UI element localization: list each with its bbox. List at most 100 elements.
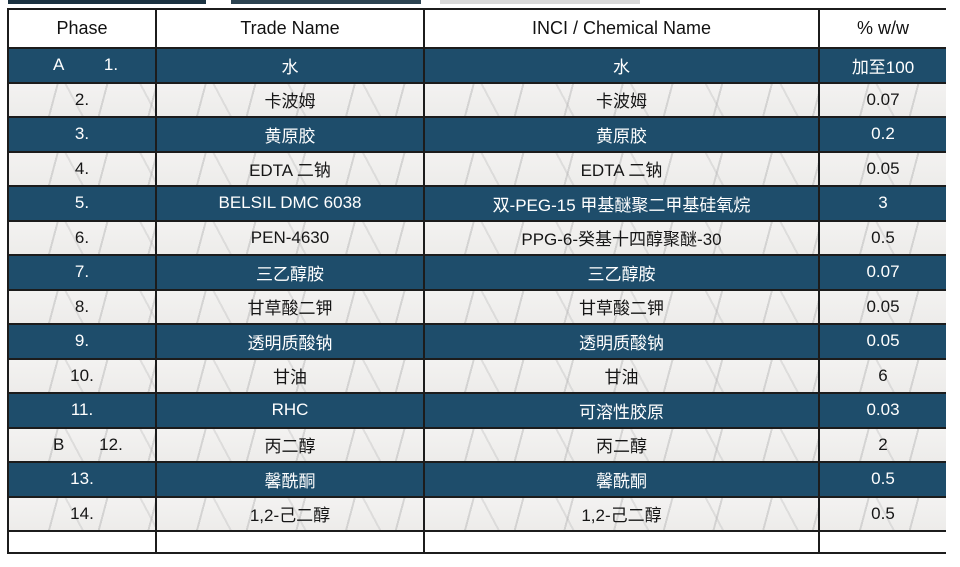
trade-name-cell: 黄原胶 — [155, 116, 425, 153]
phase-letter: B — [53, 434, 65, 454]
phase-cell: 2. — [7, 81, 157, 118]
phase-cell: 9. — [7, 323, 157, 360]
inci-name-cell: 黄原胶 — [423, 116, 820, 153]
phase-cell: A 1. — [7, 47, 157, 84]
trade-name-cell: PEN-4630 — [155, 219, 425, 256]
inci-name-cell: 水 — [423, 47, 820, 84]
pct-cell: 0.2 — [818, 116, 946, 153]
pct-cell: 0.5 — [818, 219, 946, 256]
phase-number: 11. — [70, 400, 94, 420]
phase-number: 3. — [74, 124, 90, 144]
cropped-element-sliver-right — [440, 0, 640, 4]
inci-name-cell: 丙二醇 — [423, 426, 820, 463]
inci-name-cell: 甘油 — [423, 357, 820, 394]
phase-cell: 11. — [7, 392, 157, 429]
trade-name-cell: 丙二醇 — [155, 426, 425, 463]
trade-name-cell — [155, 530, 425, 553]
phase-cell: 8. — [7, 288, 157, 325]
table-row: 6. PEN-4630 PPG-6-癸基十四醇聚醚-30 0.5 — [7, 219, 946, 256]
phase-number: 2. — [74, 89, 90, 109]
column-header-percent-ww: % w/w — [818, 8, 946, 49]
table-row: 7. 三乙醇胺 三乙醇胺 0.07 — [7, 254, 946, 291]
pct-cell: 0.05 — [818, 323, 946, 360]
column-header-phase: Phase — [7, 8, 157, 49]
table-row: 4. EDTA 二钠 EDTA 二钠 0.05 — [7, 150, 946, 187]
phase-number: 9. — [74, 331, 90, 351]
phase-number: 13. — [70, 469, 94, 489]
phase-cell: B 12. — [7, 426, 157, 463]
table-row: 13. 馨酰酮 馨酰酮 0.5 — [7, 461, 946, 498]
pct-cell: 0.5 — [818, 461, 946, 498]
header-row: Phase Trade Name INCI / Chemical Name % … — [7, 8, 946, 49]
pct-cell: 加至100 — [818, 47, 946, 84]
column-header-trade-name: Trade Name — [155, 8, 425, 49]
table-row: 11. RHC 可溶性胶原 0.03 — [7, 392, 946, 429]
phase-letter: A — [53, 55, 65, 75]
pct-cell: 0.05 — [818, 150, 946, 187]
inci-name-cell: PPG-6-癸基十四醇聚醚-30 — [423, 219, 820, 256]
phase-number: 12. — [99, 434, 123, 454]
table-row: 10. 甘油 甘油 6 — [7, 357, 946, 394]
pct-cell: 0.07 — [818, 254, 946, 291]
trade-name-cell: RHC — [155, 392, 425, 429]
pct-cell — [818, 530, 946, 553]
table-row: 2. 卡波姆 卡波姆 0.07 — [7, 81, 946, 118]
pct-cell: 6 — [818, 357, 946, 394]
table-row: 3. 黄原胶 黄原胶 0.2 — [7, 116, 946, 153]
phase-cell: 14. — [7, 495, 157, 532]
cropped-element-sliver-left — [8, 0, 206, 4]
trade-name-cell: 1,2-己二醇 — [155, 495, 425, 532]
phase-cell: 6. — [7, 219, 157, 256]
trade-name-cell: 水 — [155, 47, 425, 84]
pct-cell: 3 — [818, 185, 946, 222]
table-row: A 1. 水 水 加至100 — [7, 47, 946, 84]
table-row: 9. 透明质酸钠 透明质酸钠 0.05 — [7, 323, 946, 360]
phase-number: 10. — [70, 365, 94, 385]
trade-name-cell: BELSIL DMC 6038 — [155, 185, 425, 222]
phase-cell: 5. — [7, 185, 157, 222]
table-row: B 12. 丙二醇 丙二醇 2 — [7, 426, 946, 463]
phase-number: 5. — [74, 193, 90, 213]
table-row: 8. 甘草酸二钾 甘草酸二钾 0.05 — [7, 288, 946, 325]
trade-name-cell: 卡波姆 — [155, 81, 425, 118]
trade-name-cell: 三乙醇胺 — [155, 254, 425, 291]
trade-name-cell: 甘草酸二钾 — [155, 288, 425, 325]
inci-name-cell: 1,2-己二醇 — [423, 495, 820, 532]
pct-cell: 2 — [818, 426, 946, 463]
table-row: 14. 1,2-己二醇 1,2-己二醇 0.5 — [7, 495, 946, 532]
trade-name-cell: 甘油 — [155, 357, 425, 394]
inci-name-cell: 透明质酸钠 — [423, 323, 820, 360]
inci-name-cell: 三乙醇胺 — [423, 254, 820, 291]
inci-name-cell: EDTA 二钠 — [423, 150, 820, 187]
column-header-inci-chemical-name: INCI / Chemical Name — [423, 8, 820, 49]
table-body: A 1. 水 水 加至100 2. 卡波姆 卡波姆 0.07 3. 黄原胶 黄原胶… — [7, 47, 946, 553]
inci-name-cell: 馨酰酮 — [423, 461, 820, 498]
inci-name-cell — [423, 530, 820, 553]
phase-cell: 13. — [7, 461, 157, 498]
phase-cell: 4. — [7, 150, 157, 187]
trade-name-cell: EDTA 二钠 — [155, 150, 425, 187]
table-row: 5. BELSIL DMC 6038 双-PEG-15 甲基醚聚二甲基硅氧烷 3 — [7, 185, 946, 222]
pct-cell: 0.07 — [818, 81, 946, 118]
inci-name-cell: 甘草酸二钾 — [423, 288, 820, 325]
trade-name-cell: 透明质酸钠 — [155, 323, 425, 360]
inci-name-cell: 可溶性胶原 — [423, 392, 820, 429]
pct-cell: 0.05 — [818, 288, 946, 325]
cropped-element-sliver-middle — [231, 0, 421, 4]
inci-name-cell: 双-PEG-15 甲基醚聚二甲基硅氧烷 — [423, 185, 820, 222]
phase-cell — [7, 530, 157, 553]
formula-table-container: Phase Trade Name INCI / Chemical Name % … — [7, 8, 946, 567]
phase-cell: 3. — [7, 116, 157, 153]
inci-name-cell: 卡波姆 — [423, 81, 820, 118]
pct-cell: 0.03 — [818, 392, 946, 429]
phase-number: 6. — [74, 227, 90, 247]
phase-number: 14. — [70, 503, 94, 523]
phase-cell: 7. — [7, 254, 157, 291]
phase-number: 1. — [103, 55, 119, 75]
phase-number: 7. — [74, 262, 90, 282]
partial-cropped-row — [7, 530, 946, 553]
phase-number: 8. — [74, 296, 90, 316]
trade-name-cell: 馨酰酮 — [155, 461, 425, 498]
pct-cell: 0.5 — [818, 495, 946, 532]
formula-table: Phase Trade Name INCI / Chemical Name % … — [7, 8, 946, 554]
